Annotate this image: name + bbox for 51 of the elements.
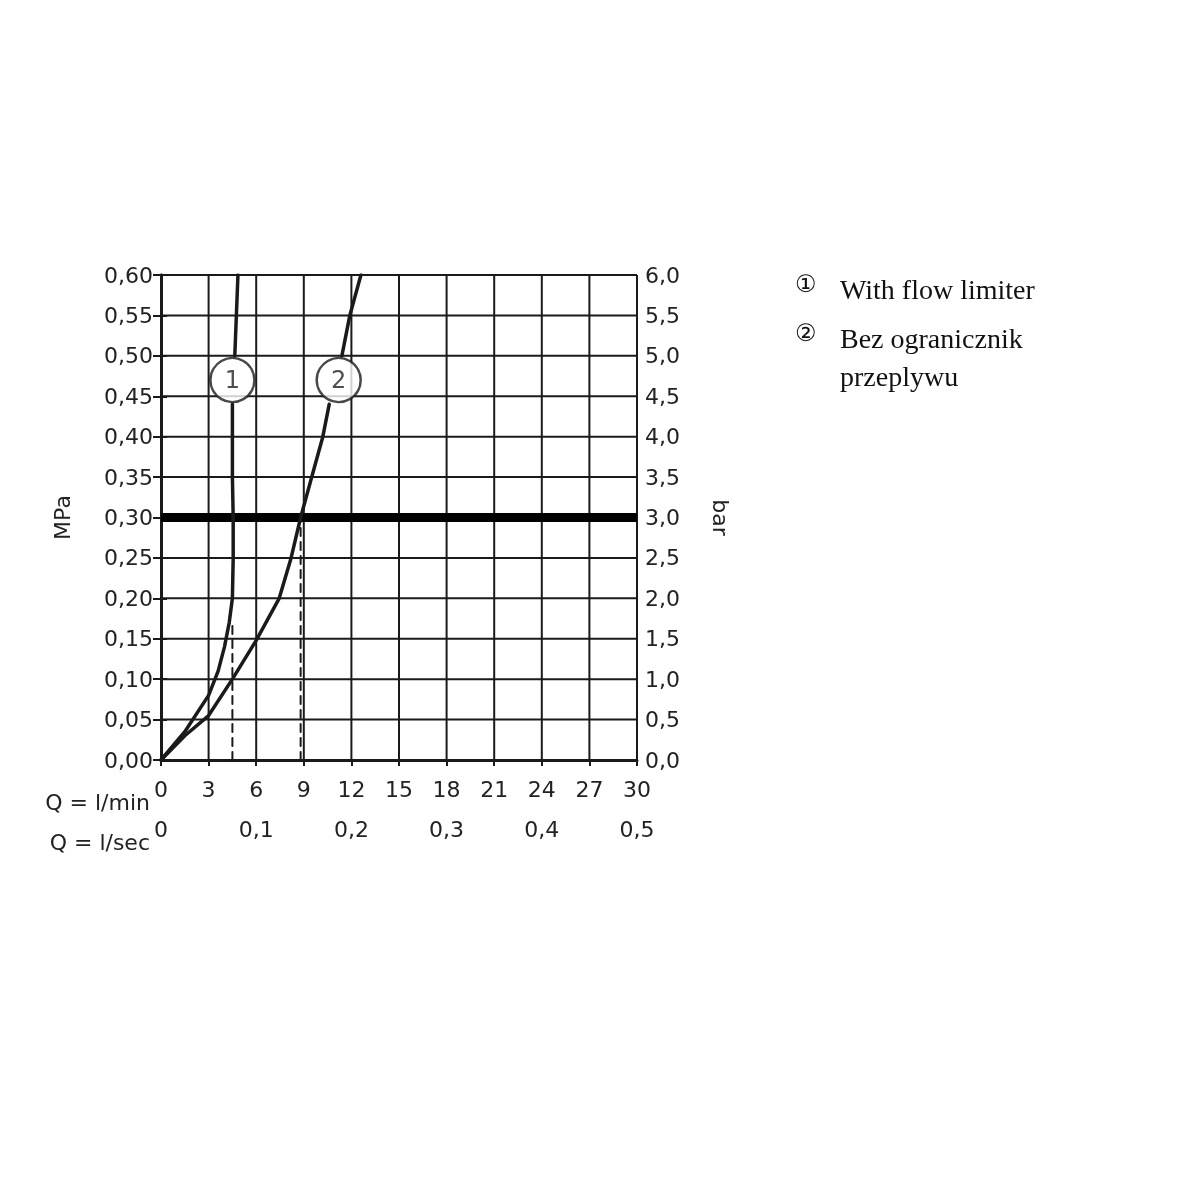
y2-tick-label: 4,5 [645,383,680,409]
x-tick-label: 9 [296,776,311,802]
y-tick-label: 0,40 [104,424,153,450]
y2-tick-label: 5,0 [645,343,680,369]
y2-tick-label: 6,0 [645,262,680,288]
text: ② Bez ogranicznik przeplywu [795,319,1023,392]
x2-tick-label: 0 [154,816,168,842]
y-tick-label: 0,45 [104,383,153,409]
x-tick-label: 18 [432,776,461,802]
x-axis-title: Q = l/min [45,789,150,815]
x2-tick-label: 0,1 [238,816,274,842]
y-tick-label: 0,35 [104,464,153,490]
y2-tick-label: 0,5 [645,707,680,733]
y-tick-label: 0,00 [104,747,153,773]
y2-tick-label: 2,0 [645,585,680,611]
x-tick-label: 27 [575,776,604,802]
y-tick-label: 0,55 [104,302,153,328]
y-tick-label: 0,60 [104,262,153,288]
y2-tick-label: 4,0 [645,424,680,450]
y-tick-label: 0,05 [104,707,153,733]
x-tick-label: 0 [154,776,168,802]
y-tick-label: 0,50 [104,343,153,369]
annotation: 2 [331,366,347,395]
y-tick-label: 0,20 [104,585,153,611]
x-tick-label: 3 [201,776,216,802]
y2-tick-label: 0,0 [645,747,680,773]
y-tick-label: 0,15 [104,626,153,652]
y-tick-label: 0,30 [104,505,153,530]
y2-tick-label: 1,0 [645,666,680,692]
x-tick-label: 30 [623,776,651,802]
x2-axis-title: Q = l/sec [49,829,150,855]
x-tick-label: 24 [527,776,556,802]
y2-tick-label: 2,5 [645,545,680,571]
x-tick-label: 21 [480,776,509,802]
y2-axis-title: bar [707,499,733,537]
y-tick-label: 0,10 [104,666,153,692]
x2-tick-label: 0,3 [429,816,465,842]
x-tick-label: 6 [249,776,264,802]
x2-tick-label: 0,2 [333,816,369,842]
x-tick-label: 12 [337,776,366,802]
x2-tick-label: 0,5 [619,816,655,842]
y2-tick-label: 3,0 [645,505,680,530]
y-axis-title: MPa [49,495,75,540]
y2-tick-label: 3,5 [645,464,680,490]
x2-tick-label: 0,4 [524,816,560,842]
y-tick-label: 0,25 [104,545,153,571]
y2-tick-label: 5,5 [645,302,680,328]
text: ① With flow limiter [795,270,1036,305]
y2-tick-label: 1,5 [645,626,680,652]
x-tick-label: 15 [385,776,413,802]
annotation: 1 [224,366,241,395]
